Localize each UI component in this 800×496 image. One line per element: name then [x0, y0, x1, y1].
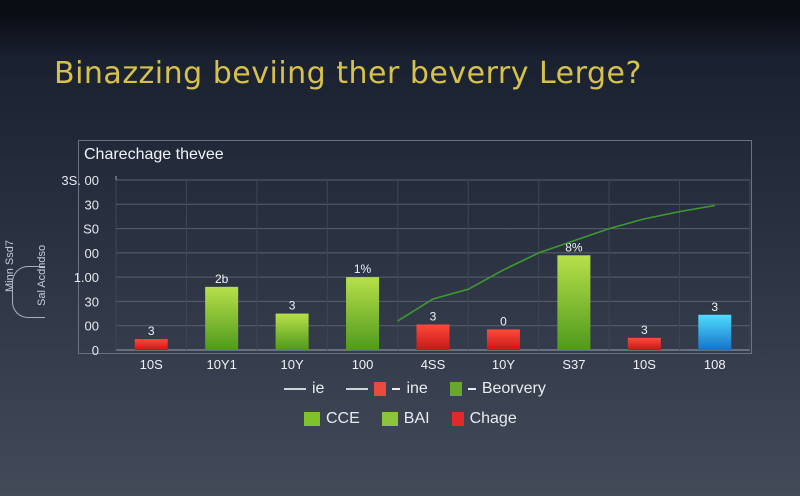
- x-tick-label: 10Y1: [206, 357, 236, 372]
- bar-data-label: 3: [641, 323, 648, 337]
- legend-swatch: [381, 412, 398, 426]
- legend-item: BAI: [381, 410, 430, 428]
- x-tick-label: 108: [704, 357, 726, 372]
- bar: [486, 329, 520, 350]
- legend-label: CCE: [326, 410, 360, 427]
- chart-title: Charechage thevee: [84, 146, 224, 163]
- trend-line: [397, 204, 715, 322]
- legend-swatch: [304, 412, 320, 426]
- bar-data-label: 3: [430, 310, 437, 324]
- legend-label: ie: [312, 380, 325, 397]
- bar: [557, 255, 591, 350]
- chart-frame: [78, 140, 752, 354]
- y-tick-label: 00: [85, 319, 99, 334]
- axis-brace: [12, 266, 45, 318]
- bar-data-label: 8%: [565, 240, 583, 254]
- bar-data-label: 3: [289, 299, 296, 313]
- legend-swatch: [374, 382, 387, 396]
- legend-item: ie: [284, 380, 324, 398]
- legend-item: Chage: [451, 410, 517, 428]
- bar: [698, 314, 732, 350]
- legend-label: Chage: [469, 410, 517, 427]
- legend-line-swatch: [346, 388, 369, 390]
- bar-data-label: 3: [148, 324, 155, 338]
- x-tick-label: 10Y: [492, 357, 515, 372]
- legend-item: CCE: [304, 410, 360, 428]
- legend-label: Beorvery: [481, 380, 546, 397]
- legend-dash: [467, 388, 476, 390]
- x-tick-label: 4SS: [421, 357, 446, 372]
- bar-data-label: 0: [500, 314, 507, 328]
- legend-swatch: [451, 412, 464, 426]
- x-tick-label: 10Y: [281, 357, 304, 372]
- legend-line-swatch: [284, 388, 306, 390]
- x-tick-label: S37: [562, 357, 585, 372]
- x-tick-label: 100: [352, 357, 374, 372]
- y-tick-label: 1.00: [74, 270, 99, 285]
- legend-swatch: [449, 382, 462, 396]
- legend-label: BAI: [403, 410, 430, 427]
- bar-data-label: 2b: [215, 272, 229, 286]
- page-title: Binazzing beviing ther beverry Lerge?: [54, 56, 642, 91]
- legend-row-1: ie ine Beorvery: [284, 380, 546, 398]
- bar: [134, 339, 168, 350]
- bar: [627, 337, 661, 350]
- y-tick-label: 00: [85, 246, 99, 261]
- y-tick-label: 3S. 00: [61, 173, 99, 188]
- x-tick-label: 10S: [140, 357, 163, 372]
- y-tick-label: 0: [92, 343, 99, 358]
- bar: [275, 313, 309, 350]
- bar: [416, 324, 450, 350]
- x-tick-label: 10S: [633, 357, 656, 372]
- bar: [346, 277, 380, 350]
- bar: [205, 286, 239, 350]
- y-tick-label: 30: [85, 197, 99, 212]
- y-tick-label: 30: [85, 294, 99, 309]
- legend-label: ine: [406, 380, 428, 397]
- legend-dash: [392, 388, 401, 390]
- bar-data-label: 3: [711, 300, 718, 314]
- bar-data-label: 1%: [354, 262, 372, 276]
- legend-row-2: CCE BAI Chage: [304, 410, 517, 428]
- y-tick-label: S0: [83, 222, 99, 237]
- legend-item: Beorvery: [449, 380, 546, 398]
- legend-item: ine: [346, 380, 428, 398]
